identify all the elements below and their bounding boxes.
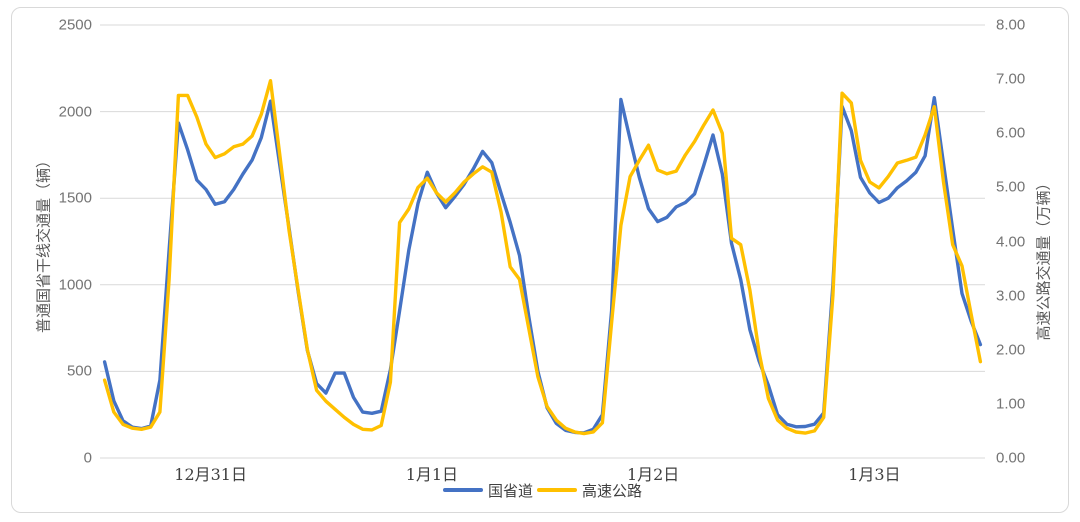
x-axis-day-label-3: 1月3日: [848, 465, 901, 484]
chart-frame: [11, 7, 1069, 513]
right-axis-tick-7.00: 7.00: [996, 70, 1026, 88]
legend-swatch-yellow-line: [537, 488, 577, 492]
left-axis-tick-1500: 1500: [58, 189, 92, 207]
right-axis-tick-0.00: 0.00: [996, 449, 1026, 467]
legend-item-guoshengdao: 国省道: [442, 480, 533, 501]
series-line-0-国省道: [102, 95, 983, 435]
right-axis-title: 高速公路交通量（万辆）: [1034, 175, 1053, 341]
right-axis-tick-2.00: 2.00: [996, 341, 1026, 359]
legend-swatch-blue-line: [442, 488, 483, 492]
left-axis-title: 普通国省干线交通量（辆）: [34, 152, 53, 334]
left-axis-tick-1000: 1000: [58, 276, 92, 294]
gridlines: [100, 24, 985, 459]
legend-label-gaosugonglu: 高速公路: [582, 481, 643, 500]
x-axis-day-label-0: 12月31日: [174, 465, 247, 484]
right-axis-tick-6.00: 6.00: [996, 124, 1026, 142]
left-axis-tick-0: 0: [83, 449, 92, 467]
x-axis-day-label-1: 1月1日: [405, 465, 459, 484]
x-axis-day-label-2: 1月2日: [626, 465, 680, 484]
legend-item-gaosugonglu: 高速公路: [537, 480, 642, 501]
right-axis-tick-8.00: 8.00: [996, 16, 1026, 34]
legend-label-guoshengdao: 国省道: [487, 481, 533, 500]
left-axis-tick-500: 500: [66, 362, 92, 380]
right-axis-tick-4.00: 4.00: [996, 233, 1026, 250]
right-axis-tick-5.00: 5.00: [996, 178, 1026, 196]
right-axis-tick-3.00: 3.00: [996, 287, 1026, 305]
series-lines: [102, 78, 983, 436]
left-axis-tick-2000: 2000: [58, 103, 92, 121]
left-axis-tick-2500: 2500: [58, 16, 92, 34]
legend: 国省道 高速公路: [100, 480, 985, 500]
series-line-1-高速公路: [102, 78, 983, 436]
right-axis-tick-1.00: 1.00: [996, 395, 1026, 413]
